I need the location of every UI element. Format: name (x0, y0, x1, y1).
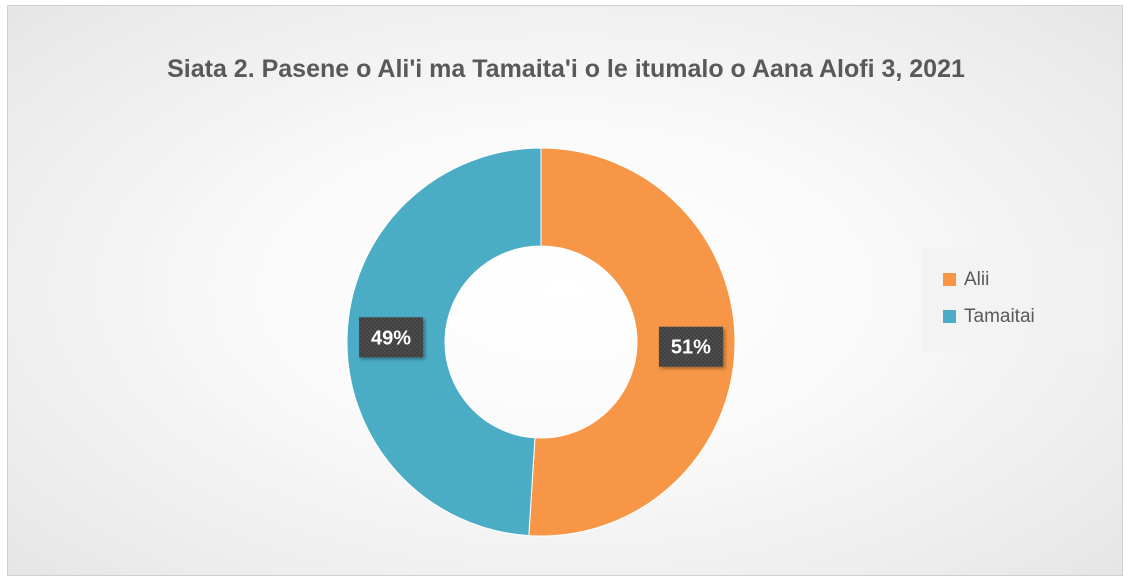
data-label-text: 49% (371, 327, 411, 349)
chart-title: Siata 2. Pasene o Ali'i ma Tamaita'i o l… (167, 55, 965, 83)
legend-label: Alii (964, 268, 990, 290)
legend-swatch (943, 310, 956, 323)
chart-area: Siata 2. Pasene o Ali'i ma Tamaita'i o l… (7, 5, 1123, 576)
donut-slice-tamaitai (346, 147, 542, 537)
data-label-alii: 51% (658, 326, 723, 367)
donut-slice-alii (528, 147, 736, 537)
legend-item-alii: Alii (943, 262, 1103, 297)
legend-label: Tamaitai (964, 305, 1035, 327)
data-label-tamaitai: 49% (359, 317, 424, 358)
legend-item-tamaitai: Tamaitai (943, 299, 1103, 334)
legend-swatch (943, 273, 956, 286)
data-label-box (359, 317, 424, 358)
legend: Alii Tamaitai (921, 248, 1103, 352)
data-label-box (658, 326, 723, 367)
donut-chart: 51% 49% (346, 147, 736, 537)
data-label-text: 51% (671, 337, 711, 359)
